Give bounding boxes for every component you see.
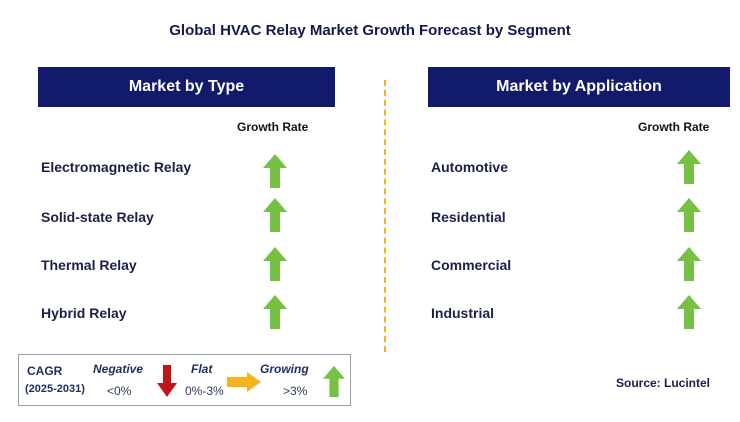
legend-negative-value: <0% [107, 384, 132, 398]
cagr-legend: CAGR (2025-2031) Negative <0% Flat 0%-3%… [18, 354, 351, 406]
market-by-type-header: Market by Type [38, 67, 335, 107]
application-row-label: Residential [431, 209, 506, 225]
type-row-label: Thermal Relay [41, 257, 137, 273]
growing-arrow-icon [263, 247, 287, 281]
flat-arrow-icon [227, 372, 261, 392]
growing-arrow-icon [677, 198, 701, 232]
application-row-label: Automotive [431, 159, 508, 175]
market-by-application-header: Market by Application [428, 67, 730, 107]
chart-title: Global HVAC Relay Market Growth Forecast… [169, 22, 571, 39]
growing-arrow-icon [263, 198, 287, 232]
legend-period: (2025-2031) [25, 383, 85, 395]
growing-arrow-icon [677, 247, 701, 281]
legend-growing-label: Growing [260, 362, 309, 376]
application-row-label: Industrial [431, 305, 495, 321]
growing-arrow-icon [263, 295, 287, 329]
legend-growing-value: >3% [283, 384, 308, 398]
growing-arrow-icon [263, 154, 287, 188]
negative-arrow-icon [157, 365, 177, 397]
type-row-label: Hybrid Relay [41, 305, 127, 321]
growing-arrow-icon [677, 295, 701, 329]
legend-negative-label: Negative [93, 362, 144, 376]
growing-arrow-icon [677, 150, 701, 184]
panel-divider [384, 80, 386, 352]
legend-flat-value: 0%-3% [185, 384, 224, 398]
legend-cagr-label: CAGR [27, 364, 63, 378]
application-growth-rate-label: Growth Rate [638, 120, 710, 134]
application-row-label: Commercial [431, 257, 512, 273]
legend-flat-label: Flat [191, 362, 213, 376]
source-note: Source: Lucintel [616, 376, 711, 390]
growing-arrow-icon [323, 365, 345, 398]
type-row-label: Electromagnetic Relay [41, 159, 192, 175]
type-growth-rate-label: Growth Rate [237, 120, 309, 134]
type-row-label: Solid-state Relay [41, 209, 154, 225]
